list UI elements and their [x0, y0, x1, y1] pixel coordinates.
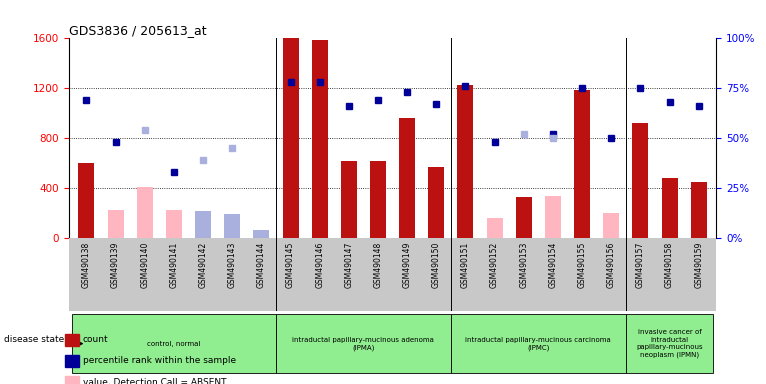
- Bar: [633, 123, 649, 238]
- Bar: [428, 167, 444, 238]
- Text: GSM490158: GSM490158: [665, 242, 674, 288]
- Bar: [78, 163, 94, 238]
- FancyBboxPatch shape: [626, 314, 713, 373]
- Text: percentile rank within the sample: percentile rank within the sample: [83, 356, 236, 366]
- Bar: [283, 38, 299, 238]
- Bar: [224, 218, 241, 238]
- Text: GSM490144: GSM490144: [257, 242, 266, 288]
- Text: GSM490148: GSM490148: [374, 242, 382, 288]
- Text: GSM490146: GSM490146: [315, 242, 324, 288]
- Bar: [691, 182, 707, 238]
- FancyBboxPatch shape: [72, 314, 276, 373]
- Bar: [662, 178, 678, 238]
- Bar: [224, 214, 241, 238]
- Bar: [604, 213, 619, 238]
- Text: GSM490156: GSM490156: [607, 242, 616, 288]
- Bar: [254, 230, 270, 238]
- Text: GDS3836 / 205613_at: GDS3836 / 205613_at: [69, 24, 207, 37]
- Bar: [457, 84, 473, 238]
- Bar: [399, 118, 415, 238]
- Text: GSM490145: GSM490145: [286, 242, 295, 288]
- Text: GSM490159: GSM490159: [694, 242, 703, 288]
- Text: GSM490152: GSM490152: [490, 242, 499, 288]
- Text: GSM490143: GSM490143: [228, 242, 237, 288]
- Bar: [545, 196, 561, 238]
- Text: GSM490140: GSM490140: [140, 242, 149, 288]
- Bar: [166, 210, 182, 238]
- Text: invasive cancer of
intraductal
papillary-mucinous
neoplasm (IPMN): invasive cancer of intraductal papillary…: [637, 329, 703, 358]
- Text: GSM490150: GSM490150: [432, 242, 440, 288]
- Text: GSM490138: GSM490138: [82, 242, 91, 288]
- Text: GSM490155: GSM490155: [578, 242, 587, 288]
- Text: GSM490149: GSM490149: [403, 242, 411, 288]
- Bar: [254, 232, 270, 238]
- Text: GSM490141: GSM490141: [169, 242, 178, 288]
- Bar: [312, 40, 328, 238]
- Text: GSM490157: GSM490157: [636, 242, 645, 288]
- Text: GSM490139: GSM490139: [111, 242, 120, 288]
- Bar: [195, 211, 211, 238]
- Text: intraductal papillary-mucinous adenoma
(IPMA): intraductal papillary-mucinous adenoma (…: [293, 337, 434, 351]
- Text: GSM490142: GSM490142: [198, 242, 208, 288]
- Text: intraductal papillary-mucinous carcinoma
(IPMC): intraductal papillary-mucinous carcinoma…: [466, 337, 611, 351]
- Text: disease state: disease state: [4, 335, 64, 344]
- Text: value, Detection Call = ABSENT: value, Detection Call = ABSENT: [83, 377, 226, 384]
- FancyBboxPatch shape: [451, 314, 626, 373]
- Bar: [574, 89, 590, 238]
- Bar: [486, 218, 502, 238]
- FancyBboxPatch shape: [276, 314, 451, 373]
- Bar: [516, 197, 532, 238]
- Text: GSM490153: GSM490153: [519, 242, 529, 288]
- Text: GSM490154: GSM490154: [548, 242, 558, 288]
- Bar: [107, 210, 123, 238]
- Bar: [136, 187, 152, 238]
- Text: GSM490151: GSM490151: [461, 242, 470, 288]
- Bar: [341, 161, 357, 238]
- Text: GSM490147: GSM490147: [345, 242, 353, 288]
- Text: count: count: [83, 335, 108, 344]
- Bar: [370, 161, 386, 238]
- Text: control, normal: control, normal: [147, 341, 201, 347]
